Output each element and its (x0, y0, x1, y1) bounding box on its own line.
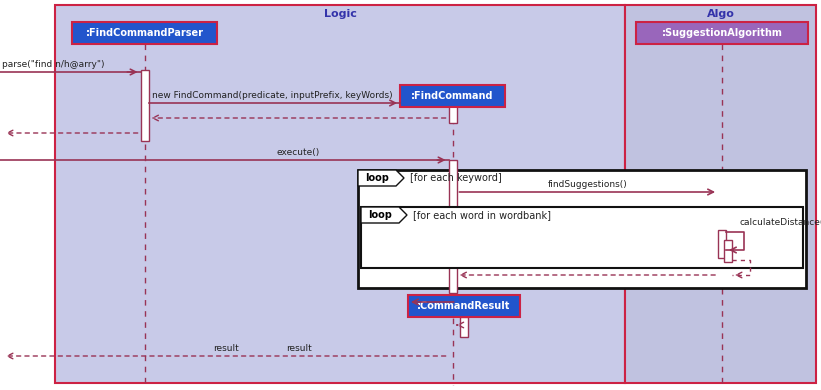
Bar (400, 85, 505, 107)
Bar (448, 160, 456, 293)
Bar (55, 5, 625, 383)
Bar (72, 22, 217, 44)
Text: loop: loop (368, 210, 392, 220)
Bar (448, 101, 456, 123)
Text: parse("find n/h@arry"): parse("find n/h@arry") (2, 60, 104, 69)
Bar (636, 22, 808, 44)
Text: loop: loop (365, 173, 389, 183)
Text: [for each word in wordbank]: [for each word in wordbank] (413, 210, 551, 220)
Bar (724, 240, 732, 262)
Text: Algo: Algo (707, 9, 735, 19)
Text: findSuggestions(): findSuggestions() (548, 180, 627, 189)
Bar (140, 70, 149, 141)
Text: :CommandResult: :CommandResult (417, 301, 511, 311)
Bar (718, 230, 726, 258)
Polygon shape (361, 207, 407, 223)
Text: result: result (286, 344, 311, 353)
Bar (358, 170, 806, 288)
Text: :SuggestionAlgorithm: :SuggestionAlgorithm (662, 28, 782, 38)
Text: execute(): execute() (277, 148, 320, 157)
Text: Logic: Logic (323, 9, 356, 19)
Bar (361, 207, 803, 268)
Text: calculateDistance(): calculateDistance() (740, 218, 821, 227)
Bar (460, 317, 468, 337)
Text: [for each keyword]: [for each keyword] (410, 173, 502, 183)
Bar (625, 5, 816, 383)
Text: :FindCommandParser: :FindCommandParser (85, 28, 204, 38)
Bar (408, 295, 520, 317)
Text: :FindCommand: :FindCommand (411, 91, 493, 101)
Polygon shape (358, 170, 404, 186)
Text: new FindCommand(predicate, inputPrefix, keyWords): new FindCommand(predicate, inputPrefix, … (152, 91, 392, 100)
Text: result: result (213, 344, 239, 353)
